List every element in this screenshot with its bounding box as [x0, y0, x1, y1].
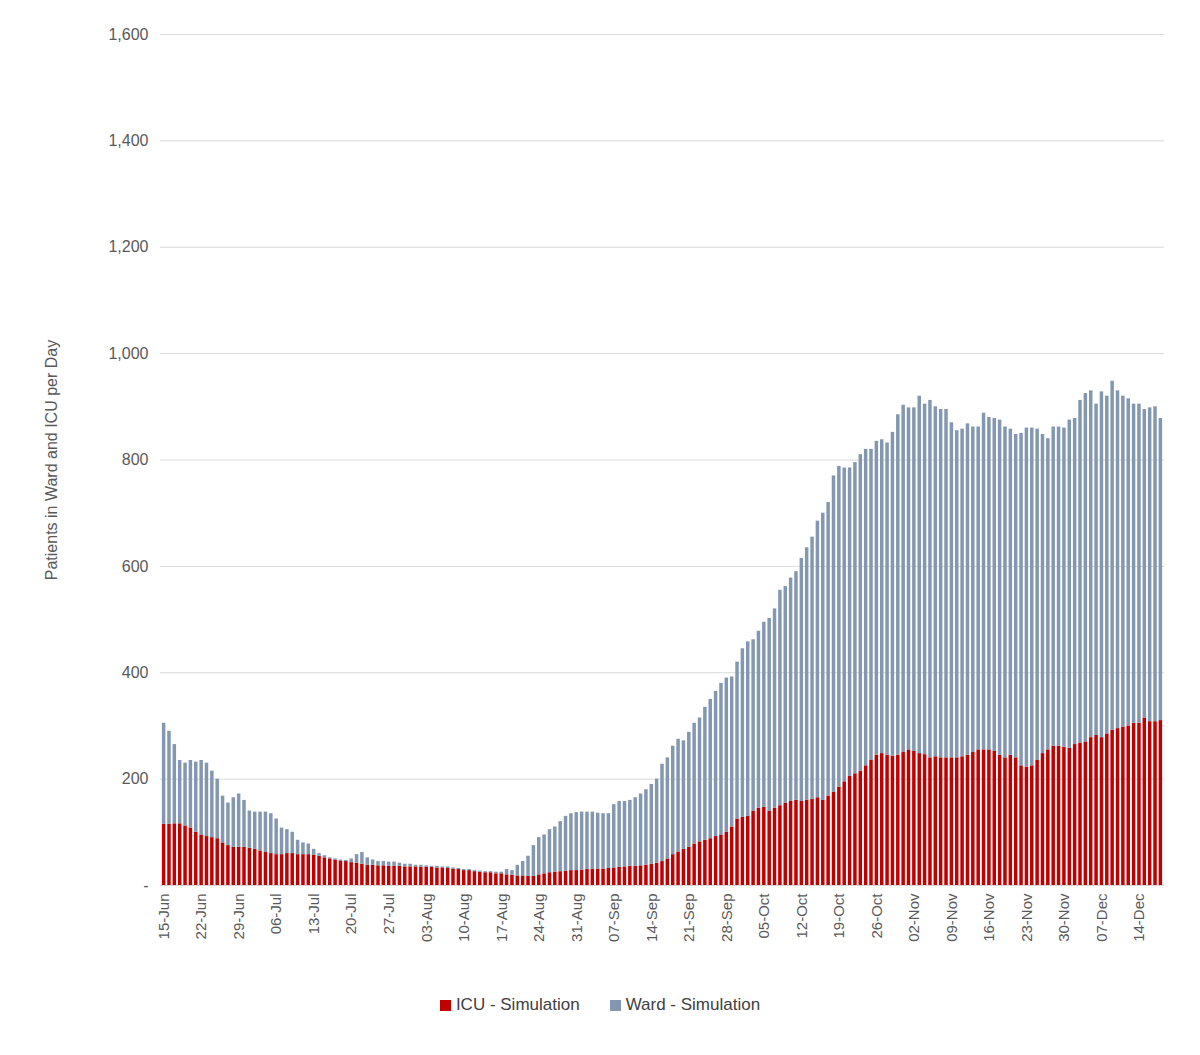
svg-text:07-Sep: 07-Sep [605, 894, 622, 942]
html-text:Ward - Simulation: Ward - Simulation [625, 995, 761, 1014]
svg-text:10-Aug: 10-Aug [455, 894, 472, 942]
svg-text:05-Oct: 05-Oct [755, 893, 772, 939]
svg-text:30-Nov: 30-Nov [1055, 893, 1072, 942]
svg-text:600: 600 [122, 557, 149, 574]
svg-text:20-Jul: 20-Jul [342, 894, 359, 935]
svg-text:21-Sep: 21-Sep [680, 894, 697, 942]
svg-text:Patients in Ward and ICU per D: Patients in Ward and ICU per Day [43, 340, 60, 580]
svg-text:23-Nov: 23-Nov [1018, 893, 1035, 942]
svg-text:1,400: 1,400 [108, 132, 148, 149]
svg-text:28-Sep: 28-Sep [718, 894, 735, 942]
svg-text:17-Aug: 17-Aug [493, 894, 510, 942]
svg-text:06-Jul: 06-Jul [267, 894, 284, 935]
svg-text:02-Nov: 02-Nov [905, 893, 922, 942]
svg-text:800: 800 [122, 451, 149, 468]
svg-text:15-Jun: 15-Jun [155, 894, 172, 940]
svg-text:16-Nov: 16-Nov [980, 893, 997, 942]
svg-text:400: 400 [122, 664, 149, 681]
svg-text:22-Jun: 22-Jun [192, 894, 209, 940]
svg-text:29-Jun: 29-Jun [230, 894, 247, 940]
svg-text:03-Aug: 03-Aug [418, 894, 435, 942]
svg-text:09-Nov: 09-Nov [943, 893, 960, 942]
html-text:ICU - Simulation: ICU - Simulation [455, 995, 580, 1014]
svg-text:12-Oct: 12-Oct [793, 893, 810, 939]
svg-text:19-Oct: 19-Oct [830, 893, 847, 939]
svg-text:26-Oct: 26-Oct [868, 893, 885, 939]
svg-text:24-Aug: 24-Aug [530, 894, 547, 942]
svg-text:14-Dec: 14-Dec [1130, 893, 1147, 942]
svg-text:07-Dec: 07-Dec [1093, 893, 1110, 942]
svg-text:27-Jul: 27-Jul [380, 894, 397, 935]
svg-text:31-Aug: 31-Aug [568, 894, 585, 942]
svg-text:13-Jul: 13-Jul [305, 894, 322, 935]
svg-text:1,200: 1,200 [108, 238, 148, 255]
svg-text:1,000: 1,000 [108, 345, 148, 362]
svg-text:1,600: 1,600 [108, 26, 148, 43]
svg-text:200: 200 [122, 770, 149, 787]
svg-text:-: - [143, 877, 148, 894]
svg-text:14-Sep: 14-Sep [643, 894, 660, 942]
